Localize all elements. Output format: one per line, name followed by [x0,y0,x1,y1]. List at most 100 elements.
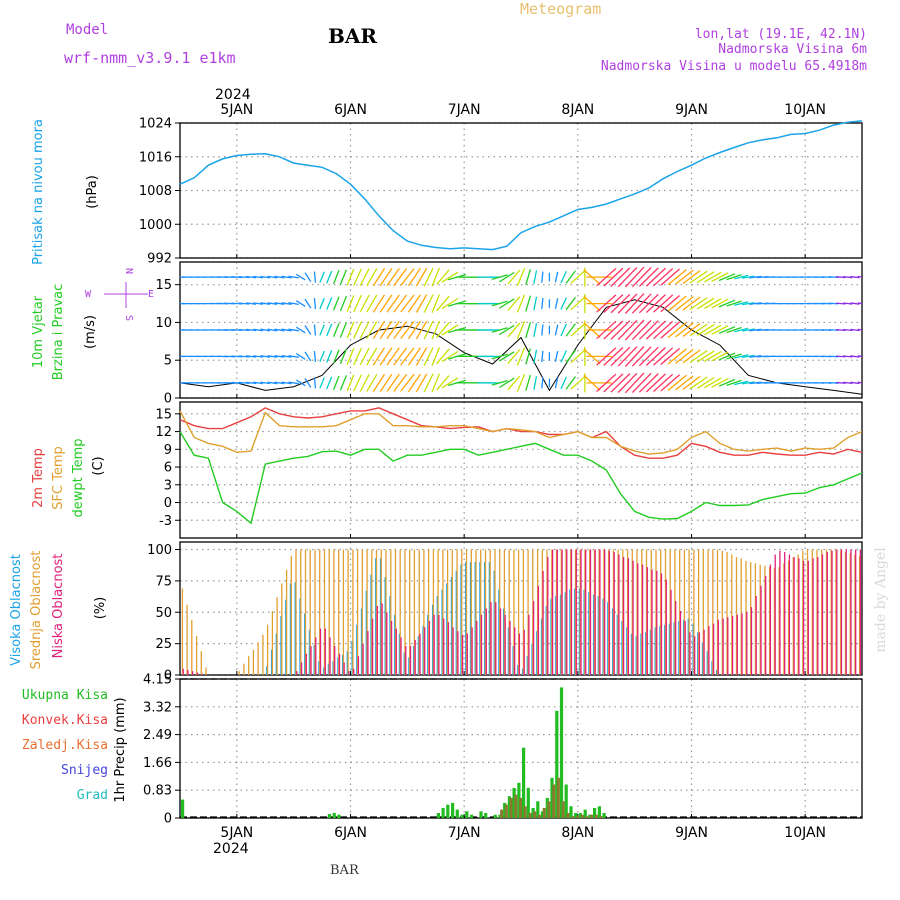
wind-arrow [566,324,575,337]
wind-arrow [354,375,362,392]
top-day-label: 10JAN [784,102,826,118]
wind-arrow [387,269,399,286]
wind-arrow [380,348,392,365]
precipitation-panel: 00.831.662.493.324.15 [143,673,862,827]
info-line-1: lon,lat (19.1E, 42.1N) [695,27,867,42]
wind-speed-line [180,300,862,394]
precip-total-bar [484,813,487,818]
wind-arrow [401,321,414,338]
precip-total-bar [569,806,572,818]
info-line-2: Nadmorska Visina 6m [718,42,867,57]
svg-text:Ukupna Kisa: Ukupna Kisa [22,688,108,703]
wind-arrow [432,347,439,365]
precip-total-bar [565,785,568,819]
wind-arrow [542,324,543,335]
wind-arrow [340,270,346,285]
temp-series-line [180,432,862,524]
precip-conv-bar [519,798,522,818]
precip-conv-bar [524,806,527,818]
temp-series-line [180,408,862,458]
precip-conv-bar [510,798,513,818]
precip-conv-bar [595,815,598,818]
precip-conv-bar [576,816,579,818]
temp-series-line [180,411,862,454]
watermark: made by Angel [873,547,889,653]
svg-text:2m Temp: 2m Temp [31,448,46,508]
temperature-panel: -303691215 [155,402,862,538]
wind-arrow [394,321,407,338]
precip-legend: Ukupna Kisa Konvek.Kisa Zaledj.Kisa Snij… [22,688,108,803]
precip-conv-bar [557,778,560,818]
svg-text:dewpt Temp: dewpt Temp [71,438,86,517]
wind-arrow [380,374,392,391]
y-tick-label: 9 [164,443,172,458]
wind-arrow [340,375,346,390]
wind-arrow [314,377,315,388]
top-day-label: 8JAN [561,102,594,118]
wind-arrow [566,350,575,363]
wind-arrow [401,374,414,391]
precip-total-bar [470,815,473,818]
y-tick-label: 10 [155,316,172,331]
wind-arrow [347,322,354,338]
pressure-panel: 9921000100810161024 [139,117,862,267]
wind-arrow [555,272,557,283]
precip-total-bar [451,803,454,818]
bottom-day-label: 9JAN [675,825,708,841]
precip-conv-bar [566,813,569,818]
top-day-label: 7JAN [448,102,481,118]
cloud-axis-title: Visoka Oblacnost Srednja Oblacnost Niska… [9,551,108,670]
precip-conv-bar [538,815,541,818]
top-day-label: 6JAN [334,102,367,118]
precip-conv-bar [585,816,588,818]
pressure-axis-title: Pritisak na nivou mora (hPa) [31,119,100,265]
wind-arrow [401,348,414,365]
bottom-day-label: 8JAN [561,825,594,841]
precip-total-bar [337,815,340,818]
model-label: Model [66,22,108,38]
precip-total-bar [446,805,449,818]
wind-arrow [561,298,567,310]
y-tick-label: 3.32 [143,700,172,715]
wind-arrow [320,378,324,389]
svg-text:S: S [123,315,134,321]
svg-text:(%): (%) [93,597,108,620]
y-tick-label: 2.49 [143,728,172,743]
precip-conv-bar [547,801,550,818]
wind-arrow [542,272,543,283]
wind-arrow [555,351,557,362]
wind-arrow [542,298,543,309]
wind-arrow [387,374,399,391]
svg-text:Visoka Oblacnost: Visoka Oblacnost [9,554,24,666]
svg-text:Brzina i Pravac: Brzina i Pravac [51,284,66,381]
wind-arrow [555,298,557,309]
y-tick-label: 992 [147,252,172,267]
pressure-line [180,121,862,250]
wind-arrow [296,354,305,360]
wind-arrow [334,350,339,364]
wind-arrow [305,299,311,308]
top-day-label: 9JAN [675,102,708,118]
svg-text:(hPa): (hPa) [85,175,100,209]
y-tick-label: 1000 [139,218,172,233]
wind-arrow [314,351,315,362]
y-tick-label: 5 [164,354,172,369]
wind-arrow [314,325,315,336]
svg-text:E: E [148,289,154,300]
wind-arrow [561,324,567,336]
wind-arrow [305,273,311,282]
svg-text:(m/s): (m/s) [83,315,98,349]
y-tick-label: 1024 [139,117,172,132]
wind-arrow [347,269,354,285]
wind-arrow [320,298,324,309]
wind-arrow [394,269,407,286]
wind-arrow [566,377,575,390]
cloud-panel: 0255075100 [147,542,862,684]
wind-arrow [305,326,311,335]
svg-text:Zaledj.Kisa: Zaledj.Kisa [22,738,108,753]
precip-axis-title: 1hr Precip (mm) [113,697,128,802]
precip-total-bar [603,813,606,818]
bottom-day-label: 5JAN [220,825,253,841]
wind-arrow [334,297,339,311]
wind-arrow [380,268,392,285]
